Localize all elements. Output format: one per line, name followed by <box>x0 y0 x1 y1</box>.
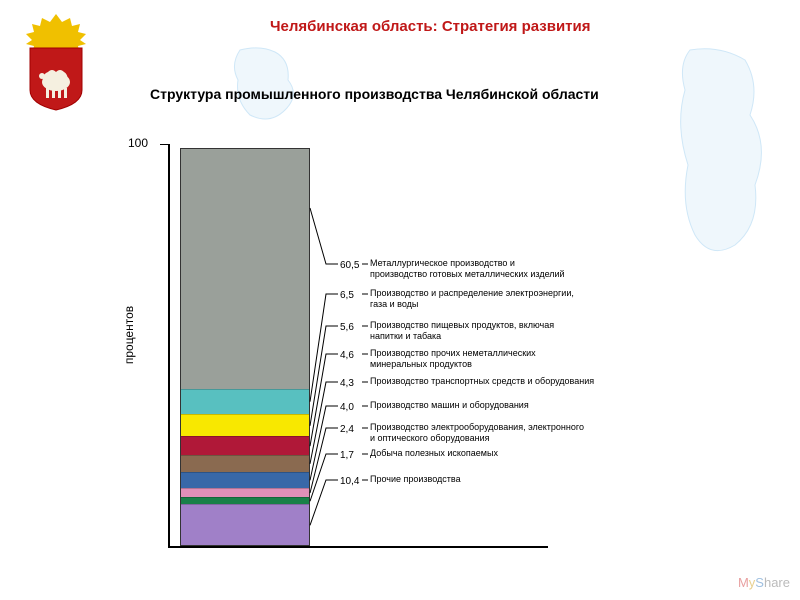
watermark-s: S <box>755 575 764 590</box>
main-title: Челябинская область: Стратегия развития <box>270 18 591 35</box>
segment-labels: 60,5 Металлургическое производство ипроиз… <box>318 148 748 546</box>
segment-value: 1,7 <box>340 450 354 461</box>
segment-label: Производство машин и оборудования <box>370 400 529 411</box>
segment-label: Металлургическое производство ипроизводс… <box>370 258 565 280</box>
segment-label: Производство пищевых продуктов, включаян… <box>370 320 554 342</box>
chart-subtitle: Структура промышленного производства Чел… <box>150 86 599 102</box>
segment-value: 6,5 <box>340 290 354 301</box>
chart-area: 100 процентов 60,5Металлургическое произ… <box>130 148 770 568</box>
segment-value: 4,0 <box>340 402 354 413</box>
segment-value: 5,6 <box>340 322 354 333</box>
segment-value: 60,5 <box>340 260 359 271</box>
segment-value: 2,4 <box>340 424 354 435</box>
segment-label: Производство транспортных средств и обор… <box>370 376 594 387</box>
segment-label: Добыча полезных ископаемых <box>370 448 498 459</box>
segment-value: 4,3 <box>340 378 354 389</box>
segment-label: Производство прочих неметаллическихминер… <box>370 348 536 370</box>
segment-value: 4,6 <box>340 350 354 361</box>
segment-label: Прочие производства <box>370 474 461 485</box>
watermark-rest: hare <box>764 575 790 590</box>
segment-label: Производство электрооборудования, электр… <box>370 422 584 444</box>
region-emblem <box>18 12 94 112</box>
segment-value: 10,4 <box>340 476 359 487</box>
y-tick <box>160 144 168 145</box>
map-decoration-left <box>220 40 330 130</box>
watermark-m: M <box>738 575 749 590</box>
watermark: MyShare <box>738 575 790 590</box>
segment-label: Производство и распределение электроэнер… <box>370 288 574 310</box>
